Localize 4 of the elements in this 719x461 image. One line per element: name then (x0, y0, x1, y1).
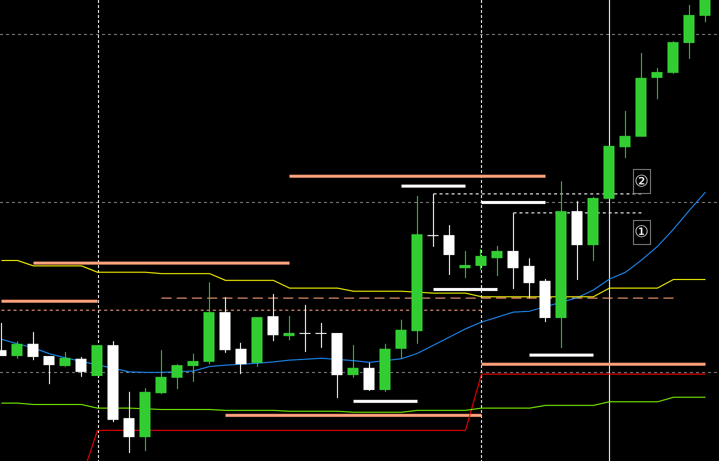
candlestick (316, 322, 326, 348)
annotation: ① (634, 222, 649, 242)
annotation: ② (634, 171, 649, 190)
candlestick (300, 304, 310, 352)
